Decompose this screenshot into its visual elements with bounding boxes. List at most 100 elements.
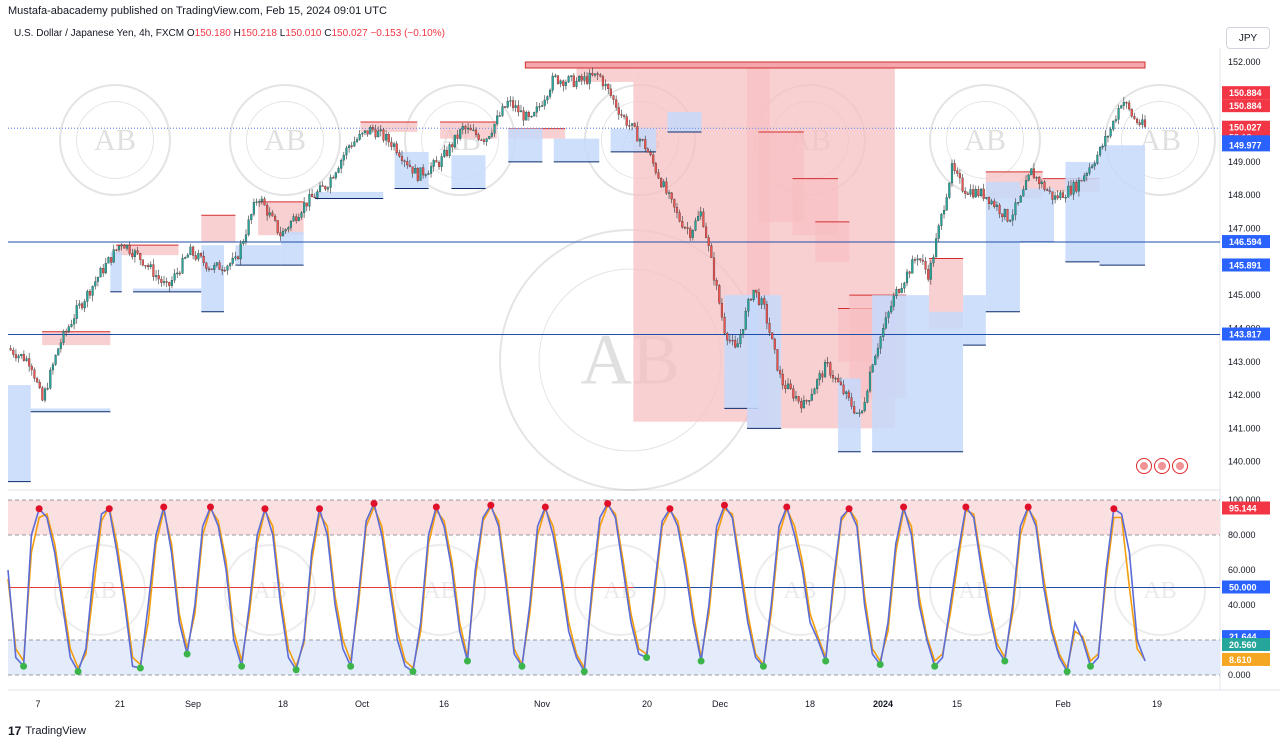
buy-signal-dot	[697, 657, 705, 665]
candle	[969, 189, 972, 195]
candle	[22, 354, 25, 361]
supply-zone	[201, 215, 236, 242]
candle	[966, 193, 969, 195]
sell-signal-dot	[962, 503, 970, 511]
candle	[437, 162, 441, 167]
candle	[522, 110, 525, 121]
candle	[535, 106, 538, 113]
candle	[1072, 181, 1075, 195]
currency-button[interactable]: JPY	[1226, 27, 1270, 49]
candle	[789, 383, 792, 389]
candle	[689, 228, 692, 238]
buy-signal-dot	[518, 662, 526, 670]
jp-flag-icon[interactable]	[1172, 458, 1188, 474]
stoch-tick-label: 100.000	[1228, 495, 1261, 505]
candle	[588, 72, 591, 84]
candle	[699, 211, 702, 217]
buy-signal-dot	[238, 662, 246, 670]
candle	[369, 126, 372, 135]
watermark-ring	[754, 544, 846, 636]
candle	[609, 88, 612, 96]
candles-group	[9, 67, 1147, 418]
sell-signal-dot	[666, 505, 674, 513]
candle	[229, 263, 232, 267]
candle	[247, 219, 250, 235]
candle	[1059, 192, 1062, 199]
candle	[75, 305, 78, 319]
candle	[173, 273, 176, 281]
candle	[1035, 177, 1038, 179]
candle	[422, 167, 425, 176]
us-flag-icon[interactable]	[1154, 458, 1170, 474]
candle	[694, 220, 697, 231]
candle	[1125, 102, 1128, 104]
candle	[416, 168, 419, 181]
candle	[744, 311, 747, 330]
candle	[961, 177, 964, 192]
publisher-line: Mustafa-abacademy published on TradingVi…	[8, 5, 387, 17]
candle	[199, 253, 203, 257]
candle	[937, 225, 940, 239]
time-tick-label: 20	[642, 699, 652, 709]
candle	[964, 191, 967, 194]
candle	[33, 369, 36, 379]
candle	[802, 400, 805, 409]
stoch-label-text: 95.144	[1229, 503, 1257, 513]
candle	[1061, 192, 1065, 198]
candle	[147, 265, 150, 268]
candle	[28, 358, 31, 367]
demand-zone	[133, 288, 202, 292]
candle	[1109, 129, 1112, 137]
candle	[390, 141, 393, 147]
candle	[258, 201, 261, 203]
candle	[935, 238, 938, 258]
candle	[485, 138, 488, 142]
candle	[1038, 177, 1041, 185]
buy-signal-dot	[759, 662, 767, 670]
watermark-ring	[59, 84, 171, 196]
buy-signal-dot	[822, 657, 830, 665]
watermark-logo: AB	[929, 84, 1041, 196]
candle	[866, 390, 869, 403]
candle	[816, 379, 819, 390]
candle	[583, 76, 586, 81]
candle	[432, 160, 435, 167]
watermark-ring	[929, 84, 1041, 196]
demand-zone	[1099, 145, 1145, 266]
candle	[1112, 120, 1115, 130]
candle	[350, 145, 353, 147]
candle	[985, 196, 988, 199]
price-label-text: 145.891	[1229, 260, 1262, 270]
supply-zone	[360, 121, 418, 132]
candle	[868, 371, 872, 392]
demand-zone	[963, 295, 986, 346]
candle	[514, 105, 517, 108]
us-flag-icon[interactable]	[1136, 458, 1152, 474]
candle	[371, 126, 374, 130]
stoch-label-badge	[1222, 652, 1270, 666]
demand-zone	[201, 245, 225, 312]
low-label: L	[279, 28, 286, 39]
candle	[41, 387, 44, 401]
high-label: H	[233, 28, 241, 39]
candle	[911, 259, 914, 274]
demand-zone	[838, 378, 861, 452]
candle	[533, 112, 536, 117]
symbol-name[interactable]: U.S. Dollar / Japanese Yen, 4h, FXCM	[14, 28, 185, 39]
candle	[541, 105, 544, 107]
candle	[168, 282, 171, 286]
candle	[255, 201, 258, 203]
candle	[474, 129, 478, 135]
candle	[972, 189, 975, 198]
candle	[366, 130, 369, 135]
watermark-letters: AB	[603, 578, 636, 604]
candle	[776, 349, 779, 371]
event-markers[interactable]	[1136, 458, 1188, 474]
candle	[440, 156, 443, 167]
candle	[837, 377, 840, 383]
tradingview-logo-icon: 17	[8, 724, 22, 738]
candle	[70, 324, 73, 327]
candle	[340, 160, 343, 169]
candle	[559, 80, 562, 84]
